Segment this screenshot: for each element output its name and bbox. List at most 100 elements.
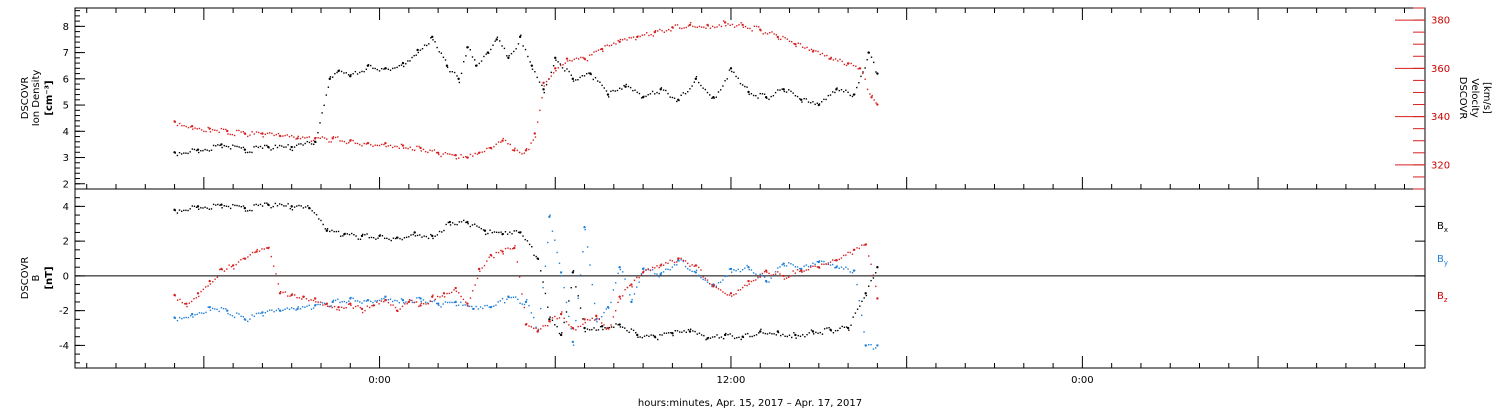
by-trace — [558, 262, 561, 264]
bz-trace — [516, 261, 519, 263]
velocity-trace — [806, 46, 808, 49]
velocity-trace — [525, 148, 528, 150]
bx-trace — [639, 336, 641, 338]
bz-trace — [744, 284, 746, 287]
velocity-trace — [304, 137, 306, 139]
by-trace — [231, 315, 234, 317]
bx-trace — [300, 205, 302, 207]
bz-trace — [249, 254, 251, 256]
ion-density-trace — [599, 81, 601, 83]
velocity-trace — [385, 145, 387, 148]
bx-trace — [674, 330, 676, 332]
by-trace — [446, 301, 449, 304]
by-trace — [229, 314, 231, 316]
bx-point — [618, 323, 621, 326]
velocity-trace — [782, 35, 784, 38]
by-trace — [682, 260, 685, 263]
velocity-point — [208, 127, 211, 130]
bx-trace — [478, 226, 480, 228]
bx-trace — [375, 238, 377, 240]
velocity-trace — [262, 136, 264, 138]
bz-point — [477, 267, 481, 271]
bx-trace — [558, 332, 561, 335]
bz-trace — [805, 269, 808, 271]
bz-trace — [272, 265, 275, 267]
bz-trace — [347, 303, 350, 305]
bx-trace — [438, 230, 441, 233]
ion-density-trace — [389, 69, 392, 71]
velocity-trace — [288, 135, 291, 138]
by-trace — [317, 303, 319, 306]
ion-density-trace — [629, 86, 632, 89]
by-trace — [823, 260, 825, 263]
velocity-trace — [203, 130, 205, 133]
by-point — [401, 299, 405, 302]
ion-density-trace — [394, 67, 396, 69]
velocity-trace — [458, 157, 460, 159]
ion-density-trace — [534, 71, 536, 73]
by-trace — [790, 263, 792, 265]
bz-trace — [514, 245, 516, 247]
x-tick-label: 0:00 — [1071, 375, 1093, 386]
bx-trace — [340, 235, 342, 237]
bz-trace — [183, 303, 186, 305]
bz-trace — [868, 255, 870, 257]
bz-trace — [619, 298, 622, 300]
by-trace — [293, 308, 295, 310]
bz-trace — [422, 303, 425, 305]
ion-density-trace — [409, 60, 411, 62]
by-trace — [348, 300, 350, 302]
by-trace — [589, 264, 591, 266]
bx-trace — [670, 332, 672, 334]
bx-trace — [204, 206, 206, 208]
bx-trace — [637, 336, 639, 338]
velocity-trace — [493, 145, 495, 148]
bx-trace — [212, 203, 215, 206]
bx-trace — [815, 331, 817, 334]
by-trace — [337, 298, 339, 300]
bx-trace — [377, 237, 379, 239]
velocity-trace — [440, 155, 442, 158]
velocity-trace — [229, 133, 231, 136]
ion-density-point — [466, 46, 469, 49]
velocity-trace — [319, 137, 321, 140]
bz-point — [817, 266, 821, 269]
velocity-trace — [255, 131, 258, 133]
ion-density-trace — [285, 146, 287, 148]
bz-trace — [212, 281, 214, 283]
by-trace — [207, 306, 209, 308]
by-trace — [570, 328, 572, 330]
ion-density-trace — [242, 146, 245, 149]
bz-trace — [387, 301, 390, 304]
ion-density-trace — [183, 152, 185, 154]
by-trace — [394, 299, 396, 302]
bx-trace — [771, 333, 773, 335]
bz-trace — [429, 300, 432, 302]
bz-point — [618, 295, 621, 298]
velocity-trace — [339, 140, 341, 142]
velocity-trace — [286, 134, 288, 136]
bz-point — [431, 295, 434, 298]
bx-trace — [234, 204, 236, 207]
velocity-trace — [707, 25, 709, 27]
ion-density-point — [401, 61, 405, 65]
ion-density-trace — [555, 59, 557, 61]
bx-trace — [747, 332, 749, 335]
x-axis-label: hours:minutes, Apr. 15, 2017 – Apr. 17, … — [638, 398, 862, 409]
bx-trace — [410, 234, 412, 236]
ion-density-trace — [577, 79, 579, 81]
bx-point — [571, 271, 575, 274]
velocity-trace — [476, 153, 479, 155]
bz-trace — [256, 248, 258, 251]
bz-trace — [284, 291, 287, 293]
bx-trace — [595, 329, 597, 331]
by-trace — [442, 303, 444, 305]
velocity-trace — [771, 31, 773, 33]
velocity-trace — [837, 60, 839, 62]
bz-trace — [401, 305, 404, 308]
ion-density-trace — [566, 68, 568, 70]
bz-trace — [467, 305, 469, 307]
bx-trace — [255, 203, 257, 206]
bz-trace — [488, 256, 490, 259]
bx-trace — [703, 334, 705, 337]
